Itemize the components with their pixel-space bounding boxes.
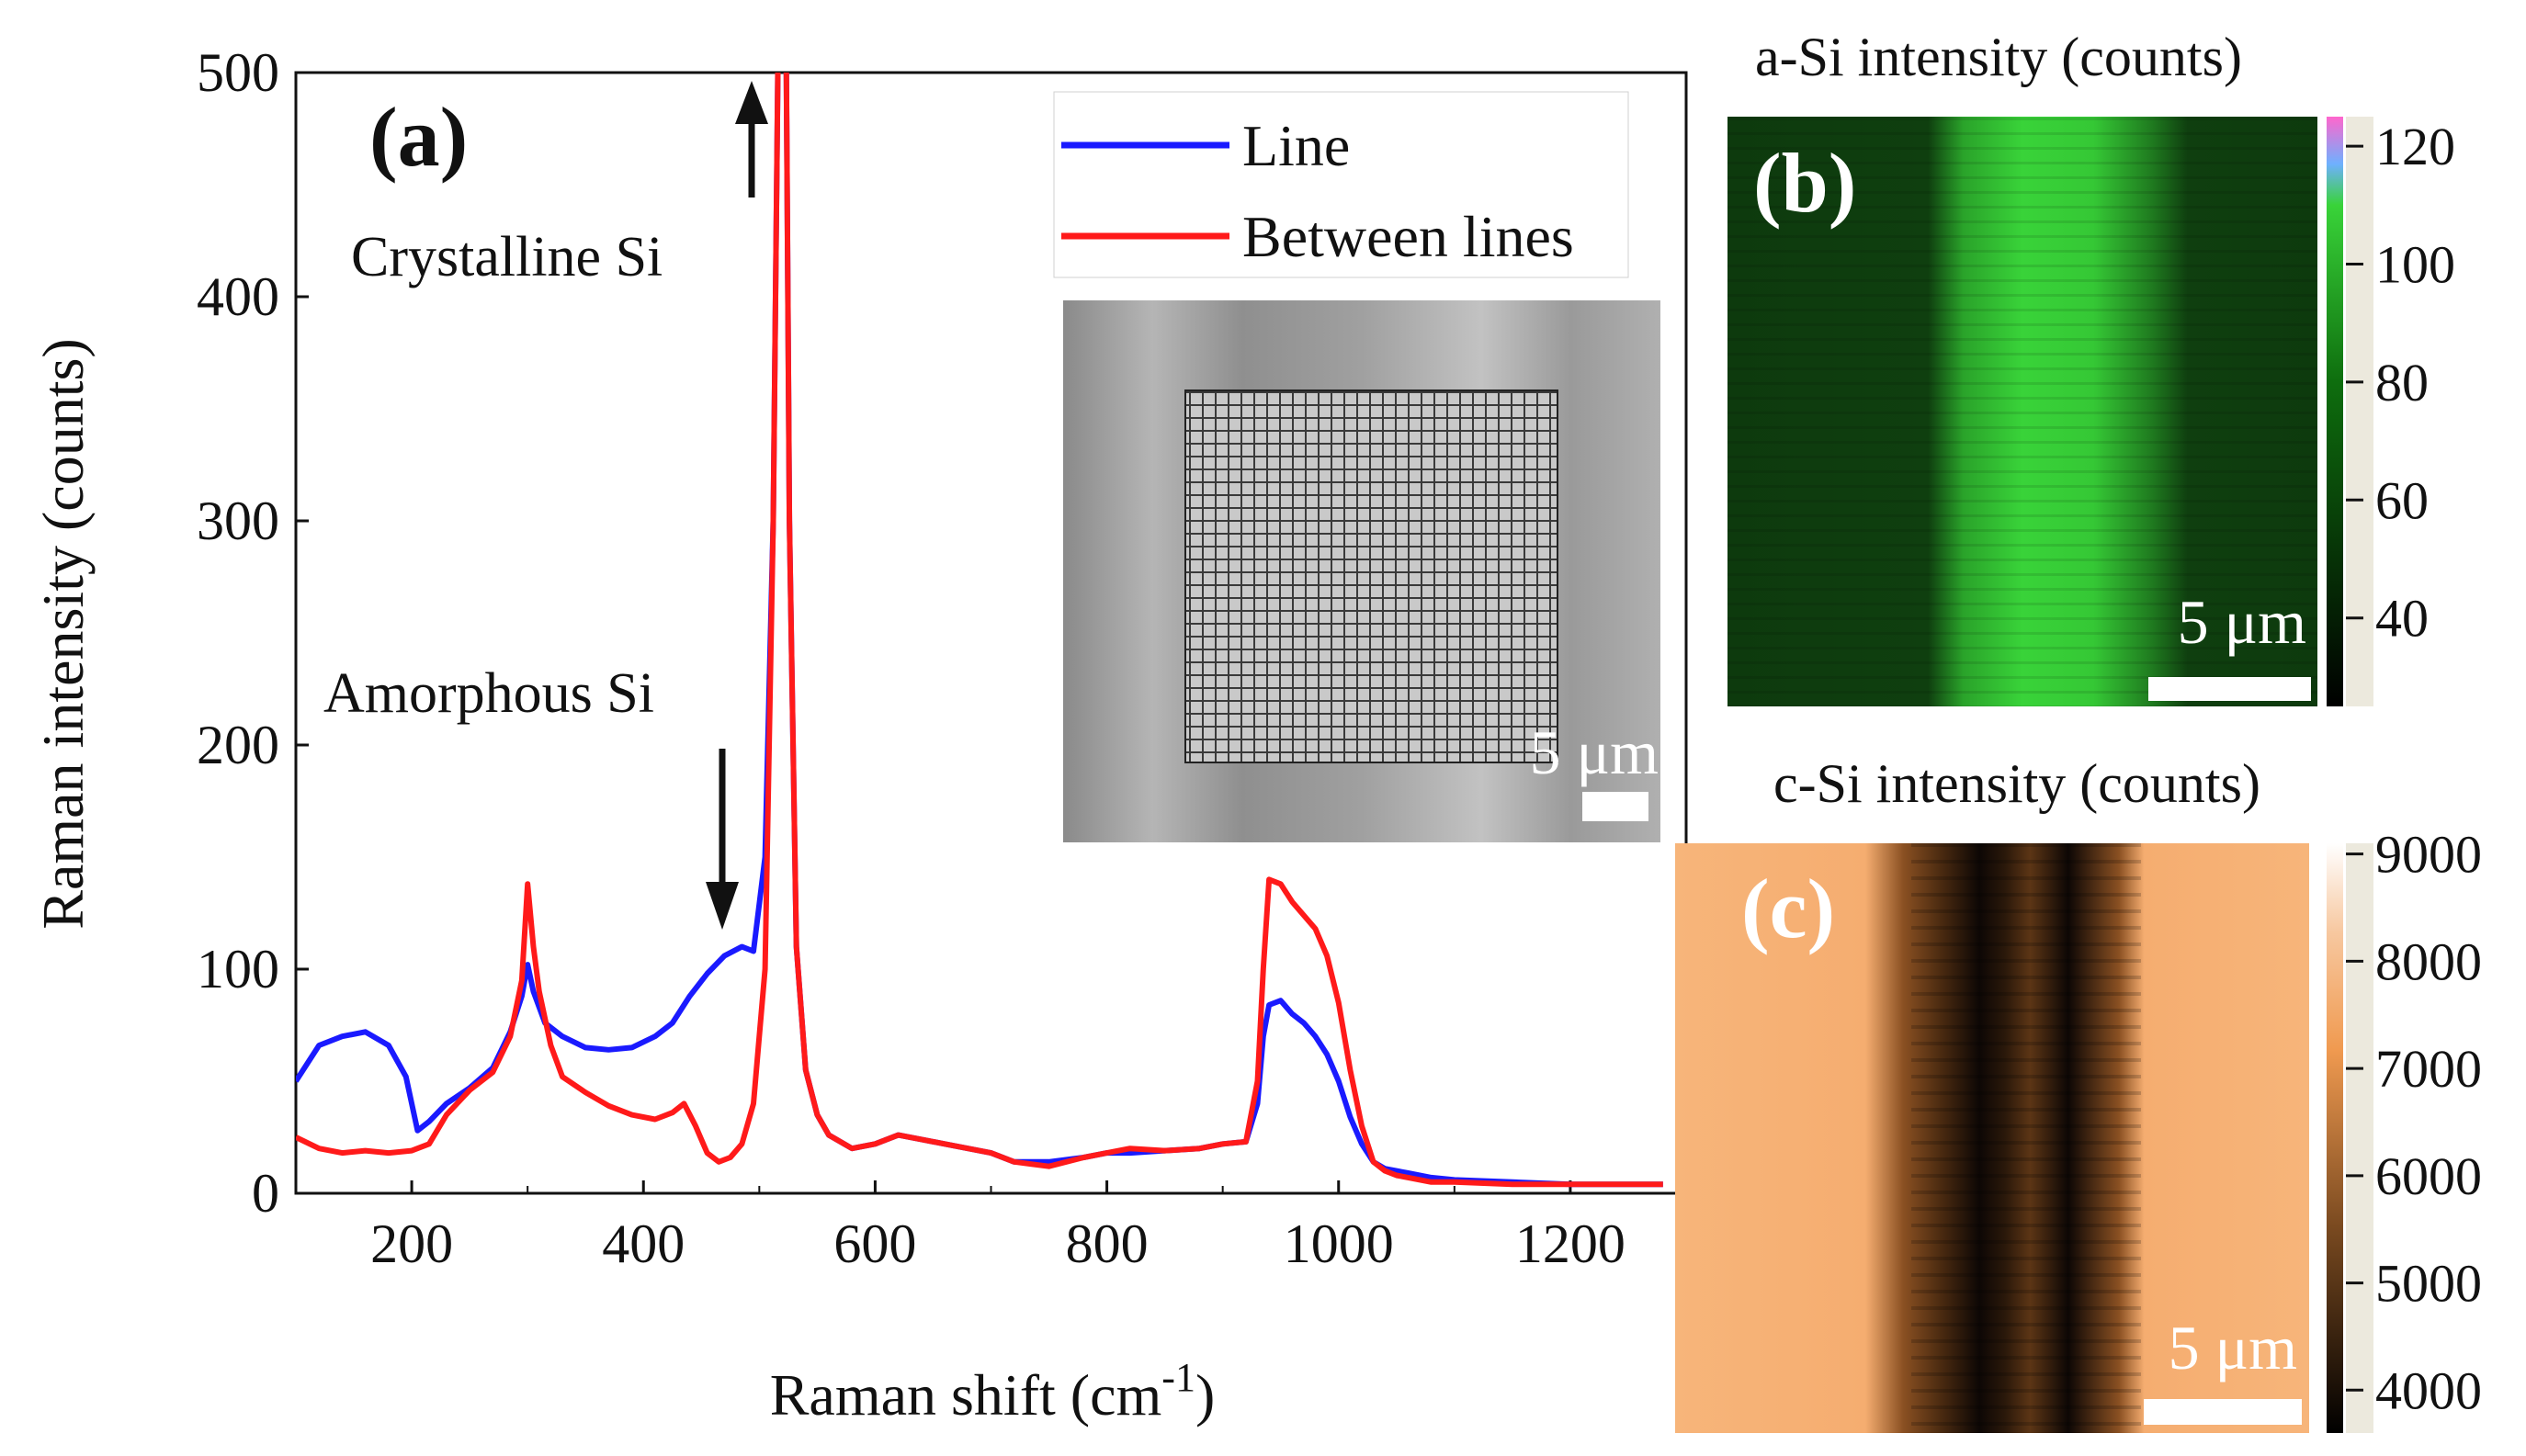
raman-spectrum-chart: 200 400 600 800 1000 1200 0 100 200 300 400 500 5 μ… xyxy=(30,42,1688,1428)
colorbar-tick-label: 40 xyxy=(2375,589,2429,649)
x-tick-label: 800 xyxy=(1066,1213,1149,1274)
colorbar-tick-label: 120 xyxy=(2375,117,2455,176)
arrow-down-icon xyxy=(706,749,739,930)
panel-c-colorbar xyxy=(2327,843,2343,1433)
a-si-intensity-map: a-Si intensity (counts) (b) 5 μm 120 100 8… xyxy=(1727,27,2455,706)
panel-a-tag: (a) xyxy=(369,90,468,184)
c-si-intensity-map: c-Si intensity (counts) (c) 5 μm 9000 800… xyxy=(1675,753,2482,1433)
panel-c-colorbar-ticks: 9000 8000 7000 6000 5000 4000 xyxy=(2346,825,2482,1420)
colorbar-tick-label: 60 xyxy=(2375,470,2429,530)
x-tick-label: 400 xyxy=(602,1213,685,1274)
panel-c-colorbar-frame xyxy=(2346,843,2373,1433)
panel-b-colorbar xyxy=(2327,117,2343,706)
x-tick-label: 1200 xyxy=(1515,1213,1625,1274)
axes: 200 400 600 800 1000 1200 0 100 200 300 400 500 xyxy=(197,42,1687,1274)
colorbar-tick-label: 8000 xyxy=(2375,931,2482,991)
inset-scale-label: 5 μm xyxy=(1530,717,1659,787)
x-tick-label: 600 xyxy=(833,1213,916,1274)
y-tick-label: 500 xyxy=(197,42,279,103)
panel-c-title: c-Si intensity (counts) xyxy=(1773,753,2260,814)
panel-b-scale-bar xyxy=(2148,677,2311,701)
colorbar-tick-label: 5000 xyxy=(2375,1254,2482,1314)
colorbar-tick-label: 80 xyxy=(2375,353,2429,412)
arrow-up-icon xyxy=(735,81,768,198)
colorbar-tick-label: 9000 xyxy=(2375,825,2482,885)
y-axis-title: Raman intensity (counts) xyxy=(30,338,96,929)
panel-b-colorbar-ticks: 120 100 80 60 40 xyxy=(2346,117,2455,649)
y-tick-label: 100 xyxy=(197,939,279,999)
y-tick-label: 300 xyxy=(197,491,279,551)
panel-c-tag: (c) xyxy=(1741,862,1835,955)
x-axis-title: Raman shift (cm-1) xyxy=(770,1355,1216,1428)
inset-scale-bar xyxy=(1582,792,1648,821)
x-tick-label: 1000 xyxy=(1284,1213,1394,1274)
legend: Line Between lines xyxy=(1053,91,1629,278)
y-tick-label: 400 xyxy=(197,266,279,327)
annotation-crystalline-si: Crystalline Si xyxy=(351,226,663,288)
colorbar-tick-label: 6000 xyxy=(2375,1146,2482,1206)
colorbar-tick-label: 7000 xyxy=(2375,1039,2482,1099)
panel-c-scale-bar xyxy=(2144,1399,2302,1425)
y-tick-label: 0 xyxy=(252,1163,279,1224)
colorbar-tick-label: 4000 xyxy=(2375,1360,2482,1420)
panel-b-colorbar-frame xyxy=(2346,117,2373,706)
colorbar-tick-label: 100 xyxy=(2375,235,2455,295)
panel-b-scale-label: 5 μm xyxy=(2178,587,2306,657)
panel-c-scale-label: 5 μm xyxy=(2169,1313,2297,1383)
sem-inset-image: 5 μm xyxy=(1063,300,1660,842)
panel-b-tag: (b) xyxy=(1753,136,1856,230)
series-layer xyxy=(296,73,1663,1188)
annotation-amorphous-si: Amorphous Si xyxy=(323,662,654,725)
panel-b-title: a-Si intensity (counts) xyxy=(1755,27,2242,87)
x-tick-label: 200 xyxy=(370,1213,453,1274)
legend-label-line: Line xyxy=(1242,113,1350,178)
legend-label-between: Between lines xyxy=(1242,204,1574,269)
y-tick-label: 200 xyxy=(197,715,279,775)
series-line-between-lines xyxy=(296,73,1663,1188)
